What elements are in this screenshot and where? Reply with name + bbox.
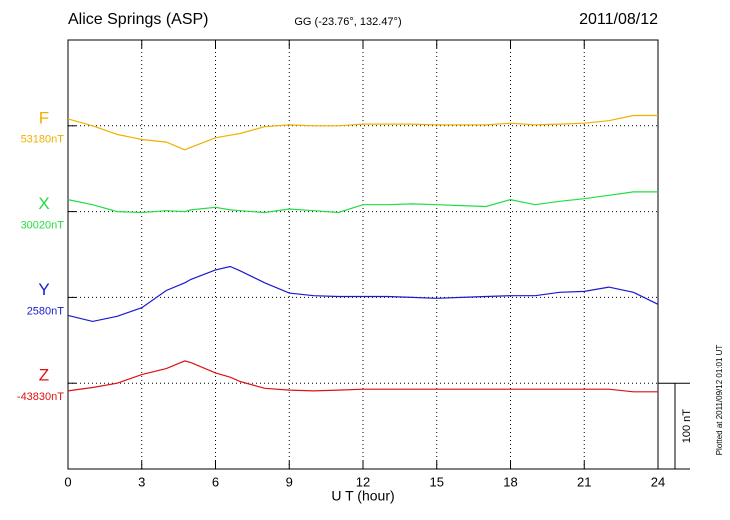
series-line: [67, 114, 658, 151]
baseline-label: -43830nT: [17, 391, 64, 403]
x-tick-label: 6: [212, 474, 219, 489]
baseline-label: 53180nT: [21, 134, 65, 146]
x-tick-label: 0: [64, 474, 71, 489]
x-tick-label: 12: [356, 474, 370, 489]
series-name: Z: [39, 366, 49, 385]
footnote: Plotted at 2011/09/12 01:01 UT: [715, 345, 724, 456]
series-line: [67, 265, 659, 323]
series-name: X: [38, 194, 49, 213]
x-tick-label: 3: [138, 474, 145, 489]
chart-title: Alice Springs (ASP): [68, 11, 209, 28]
x-tick-label: 18: [503, 474, 517, 489]
series-name: Y: [38, 280, 49, 299]
x-tick-label: 21: [577, 474, 591, 489]
x-axis-label: U T (hour): [331, 488, 394, 504]
x-tick-label: 9: [286, 474, 293, 489]
baseline-label: 2580nT: [27, 305, 65, 317]
series-line: [67, 360, 658, 393]
x-tick-label: 24: [651, 474, 665, 489]
chart-subtitle: GG (-23.76°, 132.47°): [294, 16, 401, 28]
series-line: [67, 191, 658, 214]
x-tick-label: 15: [430, 474, 444, 489]
scale-bar-label: 100 nT: [681, 409, 693, 444]
chart-date: 2011/08/12: [579, 11, 658, 28]
baseline-label: 30020nT: [21, 220, 65, 232]
series-name: F: [39, 108, 49, 127]
